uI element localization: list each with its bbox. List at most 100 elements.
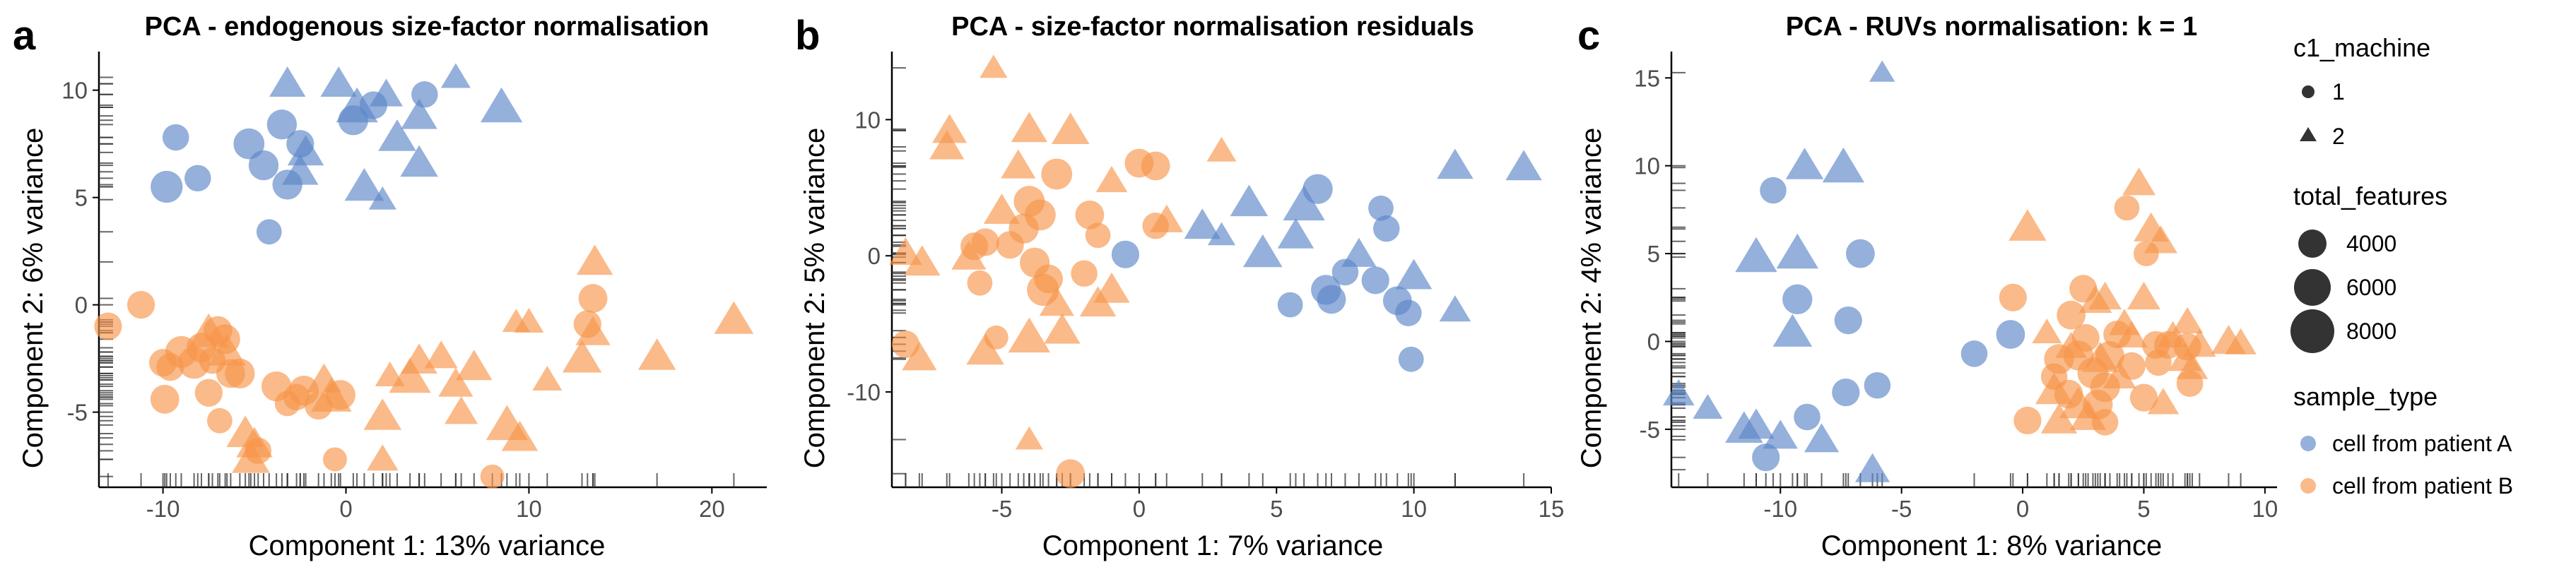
data-point xyxy=(1395,258,1433,290)
data-point xyxy=(2176,352,2209,379)
panel-tag: b xyxy=(795,13,820,59)
x-tick-label: -10 xyxy=(146,496,180,522)
data-point xyxy=(2114,195,2140,221)
data-point xyxy=(1693,394,1723,419)
panel-title: PCA - endogenous size-factor normalisati… xyxy=(145,12,710,42)
x-tick-label: 20 xyxy=(699,496,725,522)
data-point xyxy=(1372,215,1400,242)
x-tick-label: 0 xyxy=(1133,496,1146,522)
data-point xyxy=(562,340,602,373)
data-point xyxy=(2157,321,2189,347)
data-point xyxy=(889,237,922,266)
data-point xyxy=(967,270,993,296)
x-axis-label: Component 1: 7% variance xyxy=(1042,530,1384,561)
data-point xyxy=(282,154,319,185)
data-point xyxy=(2069,400,2107,430)
data-point xyxy=(1822,147,1865,183)
data-point xyxy=(1738,408,1775,439)
data-point xyxy=(1085,222,1111,249)
data-point xyxy=(344,168,384,201)
legend-size-label: 8000 xyxy=(2346,318,2396,344)
data-point xyxy=(225,358,255,389)
data-point xyxy=(1008,317,1051,353)
data-point xyxy=(501,420,539,451)
data-point xyxy=(1207,222,1236,246)
legend-shape-label: 2 xyxy=(2332,124,2345,149)
y-tick-label: 10 xyxy=(854,107,881,133)
legend-size-title: total_features xyxy=(2293,181,2447,210)
data-point xyxy=(1015,426,1043,450)
data-point xyxy=(904,245,941,276)
data-point xyxy=(424,340,458,369)
data-point xyxy=(194,379,223,407)
data-point xyxy=(1782,284,1813,314)
data-point xyxy=(151,170,183,203)
data-point xyxy=(445,396,478,424)
x-tick-label: -5 xyxy=(1891,496,1912,522)
y-axis-label: Component 2: 6% variance xyxy=(18,128,49,469)
data-point xyxy=(1071,260,1098,287)
panel-a: a PCA - endogenous size-factor normalisa… xyxy=(13,12,767,561)
data-point xyxy=(456,350,493,381)
legend-color-label: cell from patient A xyxy=(2332,431,2512,456)
data-point xyxy=(440,63,471,88)
data-point xyxy=(1011,112,1048,143)
data-point xyxy=(1039,287,1074,316)
data-point xyxy=(2116,321,2148,347)
data-point xyxy=(932,114,968,143)
data-point xyxy=(1075,200,1105,230)
data-point xyxy=(1141,151,1170,181)
data-point xyxy=(1804,423,1840,453)
data-point xyxy=(248,150,279,181)
data-point xyxy=(150,384,180,414)
y-tick-label: 0 xyxy=(75,292,88,318)
data-point xyxy=(400,145,438,177)
data-point xyxy=(980,54,1008,78)
y-tick-label: -10 xyxy=(847,379,881,405)
data-point xyxy=(401,98,437,129)
y-tick-label: 10 xyxy=(61,78,88,104)
data-point xyxy=(1368,195,1394,221)
data-point xyxy=(1041,158,1073,190)
panel-tag: c xyxy=(1577,13,1600,59)
data-point xyxy=(1960,340,1988,367)
data-point xyxy=(2009,209,2047,241)
x-tick-label: 0 xyxy=(339,496,352,522)
legend: c1_machine 1 2 total_features 4000 6000 … xyxy=(2290,33,2513,499)
data-point xyxy=(2035,372,2074,405)
data-point xyxy=(206,407,233,434)
data-point xyxy=(1095,166,1128,193)
data-point xyxy=(2088,281,2122,310)
legend-size-key xyxy=(2290,309,2334,353)
data-point xyxy=(1845,239,1875,268)
y-tick-label: -5 xyxy=(1640,417,1660,443)
data-point xyxy=(1735,237,1777,273)
data-point xyxy=(1184,208,1221,239)
data-point xyxy=(1230,184,1269,217)
data-point xyxy=(323,447,347,472)
data-point xyxy=(902,341,937,371)
legend-color-key-b xyxy=(2300,478,2316,494)
y-tick-label: 5 xyxy=(75,185,88,211)
data-point xyxy=(233,128,265,160)
data-point xyxy=(2147,388,2180,415)
data-point xyxy=(411,81,438,108)
data-point xyxy=(1001,149,1036,179)
data-point xyxy=(336,87,378,123)
panel-title: PCA - RUVs normalisation: k = 1 xyxy=(1786,12,2197,42)
data-point xyxy=(714,301,754,334)
data-point xyxy=(2171,306,2204,333)
legend-size-key xyxy=(2298,230,2327,258)
data-point xyxy=(438,367,474,397)
data-point xyxy=(1150,204,1184,232)
x-tick-label: 5 xyxy=(1270,496,1283,522)
data-point xyxy=(1111,240,1140,268)
data-point xyxy=(184,165,211,192)
data-point xyxy=(2127,281,2160,310)
data-point xyxy=(480,464,505,489)
y-tick-label: 0 xyxy=(868,243,881,269)
legend-shape-title: c1_machine xyxy=(2293,33,2430,62)
data-point xyxy=(480,87,523,123)
legend-color-label: cell from patient B xyxy=(2332,473,2513,499)
data-point xyxy=(2032,318,2062,344)
